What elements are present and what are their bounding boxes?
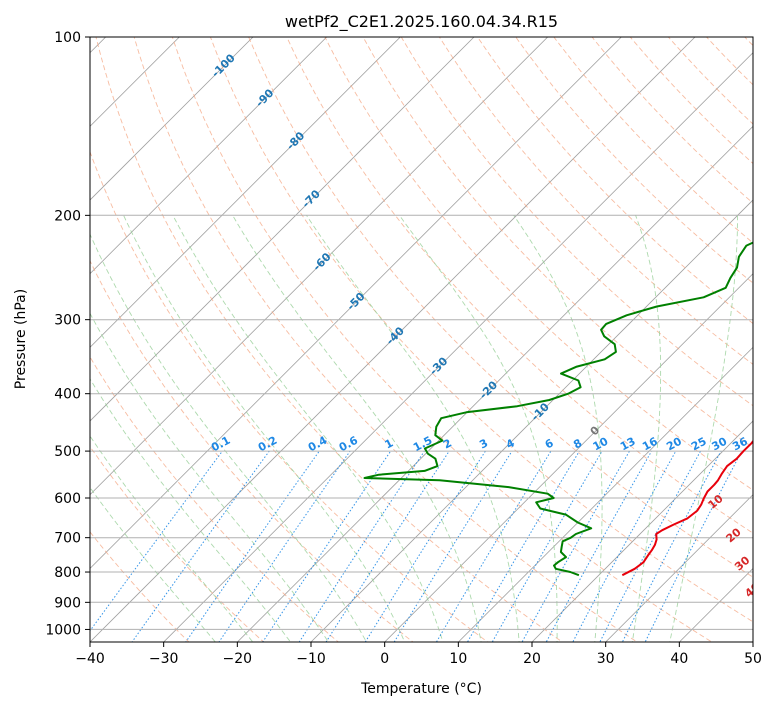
mixing-ratio-line xyxy=(621,450,722,642)
isotherm-line xyxy=(531,420,753,642)
isotherm-line xyxy=(90,37,696,642)
isotherm-line xyxy=(457,346,753,642)
x-axis-label: Temperature (°C) xyxy=(360,681,482,697)
isotherm-line xyxy=(384,273,753,642)
dry-adiabat-line xyxy=(324,37,753,491)
isotherm-line xyxy=(90,37,254,201)
isotherm-line xyxy=(90,37,549,496)
mixing-ratio-label: 20 xyxy=(664,435,684,454)
x-tick-label: −20 xyxy=(223,651,253,667)
x-tick-label: −30 xyxy=(149,651,179,667)
dry-adiabat-line xyxy=(90,259,414,642)
x-tick-label: 0 xyxy=(380,651,389,667)
profile-series xyxy=(363,241,753,577)
y-tick-label: 400 xyxy=(54,387,81,403)
dry-adiabat-line xyxy=(210,37,753,623)
dry-adiabat-line xyxy=(438,37,753,365)
dry-adiabat-line xyxy=(171,37,713,642)
mixing-ratio-line xyxy=(491,450,603,642)
dry-adiabat-line xyxy=(515,37,753,284)
dry-adiabat-line xyxy=(553,37,753,244)
isotherm-line xyxy=(605,494,753,642)
dry-adiabat-line xyxy=(400,37,753,407)
x-tick-label: −10 xyxy=(296,651,326,667)
mixing-ratio-line xyxy=(466,450,580,642)
dry-adiabat-line xyxy=(90,150,489,642)
isotherm-line xyxy=(90,37,475,422)
mixing-ratio-label: 13 xyxy=(618,435,638,454)
x-axis: −40 −30 −20 −10 0 10 20 30 40 50 xyxy=(75,642,762,667)
mixing-ratio-label: 10 xyxy=(591,435,611,454)
mixing-ratio-line xyxy=(262,450,392,642)
y-axis: 100 200 300 400 500 600 700 800 900 1000 xyxy=(45,30,90,638)
y-tick-label: 600 xyxy=(54,491,81,507)
dewpoint-line xyxy=(363,241,753,577)
x-tick-label: 40 xyxy=(670,651,688,667)
mixing-ratio-line xyxy=(393,450,513,642)
moist-adiabat-line xyxy=(90,312,329,642)
mixing-ratio-line xyxy=(325,450,450,642)
isotherm-line xyxy=(236,125,753,642)
y-tick-label: 1000 xyxy=(45,622,81,638)
temperature-line xyxy=(621,439,753,577)
pressure-gridlines xyxy=(90,37,753,630)
x-tick-label: 20 xyxy=(523,651,541,667)
y-tick-label: 900 xyxy=(54,595,81,611)
y-tick-label: 500 xyxy=(54,444,81,460)
moist-adiabat-line xyxy=(513,215,603,642)
x-tick-label: 50 xyxy=(744,651,762,667)
moist-adiabat-line xyxy=(306,215,520,642)
moist-adiabat-line xyxy=(90,378,292,642)
mixing-ratio-line xyxy=(185,450,320,642)
chart-title: wetPf2_C2E1.2025.160.04.34.R15 xyxy=(285,12,558,32)
mixing-ratio-label: 25 xyxy=(689,435,709,454)
x-tick-label: 10 xyxy=(449,651,467,667)
dry-adiabat-line xyxy=(90,356,339,642)
moist-adiabat-line xyxy=(172,215,444,642)
isotherm-line xyxy=(90,37,622,569)
dry-adiabat-label: 40 xyxy=(742,580,762,600)
y-tick-label: 200 xyxy=(54,208,81,224)
dry-adiabat-line xyxy=(286,37,753,534)
mixing-ratio-label: 30 xyxy=(710,435,730,454)
mixing-ratio-label: 16 xyxy=(640,435,660,454)
mixing-ratio-line xyxy=(435,450,552,642)
moist-adiabat-line xyxy=(123,215,406,642)
dry-adiabat-line xyxy=(95,37,564,642)
isotherm-line xyxy=(163,52,753,642)
y-tick-label: 700 xyxy=(54,531,81,547)
mixing-ratio-line xyxy=(364,450,486,642)
moist-adiabat-line xyxy=(399,215,558,642)
y-tick-label: 300 xyxy=(54,313,81,329)
isotherm-line xyxy=(90,37,328,275)
moist-adiabat-line xyxy=(669,215,738,642)
dry-adiabat-line xyxy=(477,37,753,325)
mixing-ratio-line xyxy=(521,450,630,642)
x-tick-label: 30 xyxy=(597,651,615,667)
mixing-ratio-label: 36 xyxy=(730,435,750,454)
x-tick-label: −40 xyxy=(75,651,105,667)
y-axis-label: Pressure (hPa) xyxy=(13,289,29,389)
background-lines xyxy=(90,37,753,642)
dry-adiabat-line xyxy=(591,37,753,204)
moist-adiabat-line xyxy=(631,215,662,642)
moist-adiabat-line xyxy=(90,233,367,642)
dry-adiabat-line xyxy=(133,37,638,642)
isotherm-line xyxy=(310,199,753,642)
mixing-ratio-line xyxy=(644,450,743,642)
isotherm-line xyxy=(90,37,401,348)
plot-frame xyxy=(89,36,754,643)
y-tick-label: 100 xyxy=(54,30,81,46)
moist-adiabat-line xyxy=(232,215,482,642)
dry-adiabat-line xyxy=(248,37,753,578)
mixing-ratio-line xyxy=(218,450,351,642)
dry-adiabat-line xyxy=(362,37,753,449)
mixing-ratio-line xyxy=(545,450,653,642)
y-tick-label: 800 xyxy=(54,565,81,581)
